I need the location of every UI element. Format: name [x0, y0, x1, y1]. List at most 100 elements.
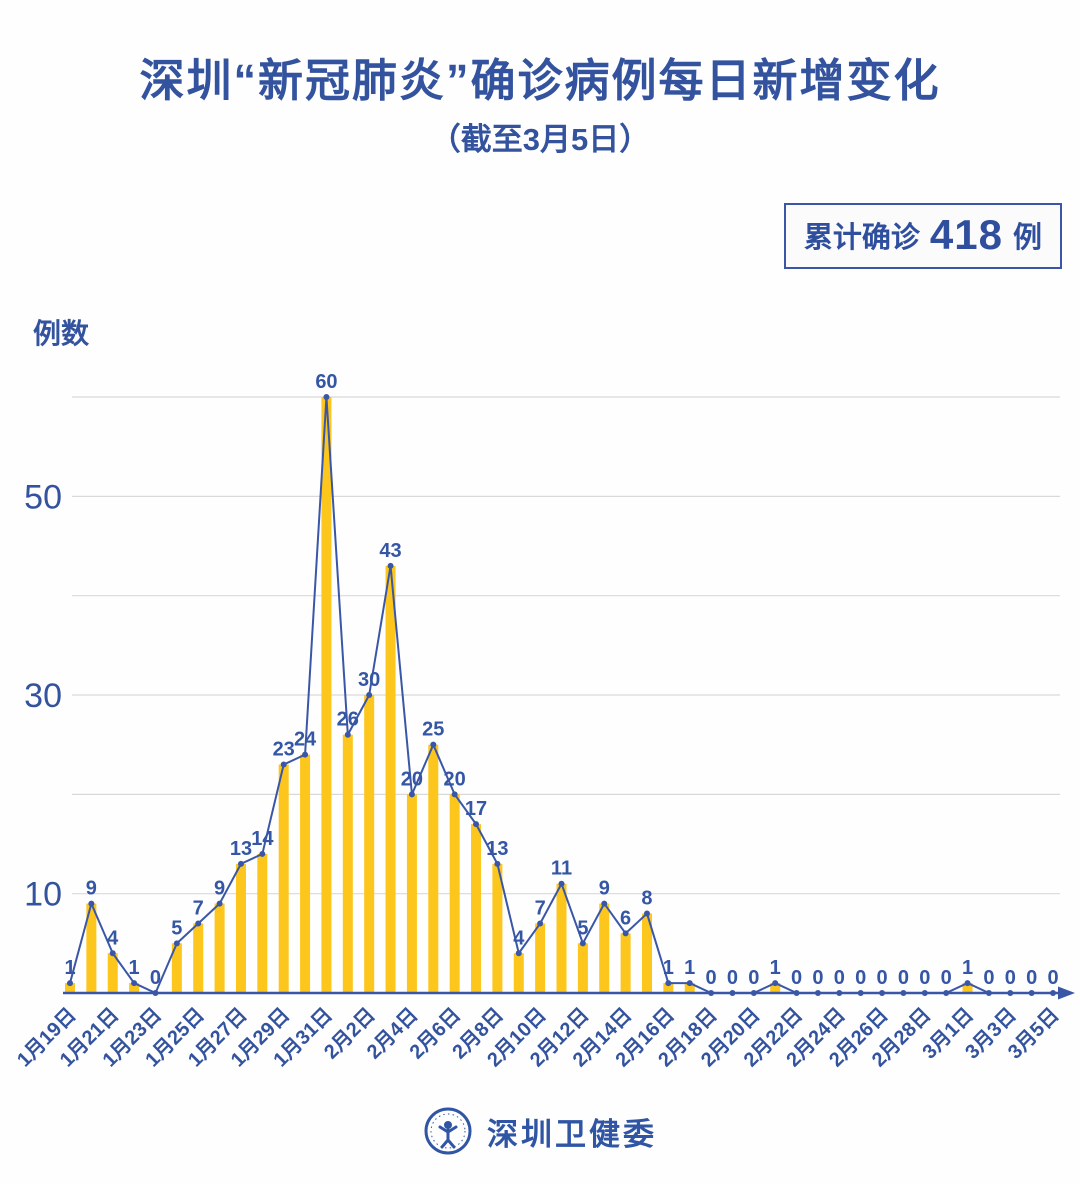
- bar: [214, 903, 225, 993]
- data-point: [921, 990, 928, 996]
- data-point-label: 1: [663, 957, 674, 979]
- data-point: [216, 900, 223, 907]
- bar: [385, 565, 396, 993]
- bar: [129, 983, 140, 993]
- data-point: [622, 930, 629, 937]
- data-point: [814, 990, 821, 996]
- data-point: [643, 910, 650, 917]
- y-axis-tick-label: 50: [24, 478, 62, 516]
- bar: [471, 824, 482, 993]
- data-point-label: 14: [251, 828, 274, 850]
- footer: 深圳卫健委: [0, 1106, 1080, 1156]
- data-point: [237, 860, 244, 867]
- x-axis-arrow: [1058, 986, 1075, 1000]
- data-point: [131, 980, 138, 987]
- data-point: [473, 821, 480, 828]
- bar: [86, 903, 97, 993]
- bar: [321, 397, 332, 993]
- bar: [599, 903, 610, 993]
- bar: [684, 983, 695, 993]
- data-point: [259, 850, 266, 857]
- data-point: [302, 751, 309, 758]
- data-point: [750, 990, 757, 996]
- data-point-label: 23: [273, 739, 295, 761]
- cumulative-total-badge: 累计确诊 418 例: [783, 203, 1062, 269]
- data-point: [280, 761, 287, 768]
- data-point: [387, 562, 394, 569]
- data-point-label: 7: [535, 897, 546, 919]
- data-point-label: 43: [379, 540, 401, 562]
- bar: [257, 853, 268, 993]
- data-point-label: 25: [422, 719, 444, 741]
- data-point-label: 30: [358, 669, 380, 691]
- data-point-label: 13: [486, 838, 508, 860]
- bar: [770, 983, 781, 993]
- bar: [235, 863, 246, 993]
- data-point: [537, 920, 544, 927]
- bar: [513, 953, 524, 993]
- data-point-label: 0: [898, 967, 909, 989]
- data-point: [430, 741, 437, 748]
- data-point: [601, 900, 608, 907]
- data-point-label: 1: [770, 957, 781, 979]
- data-point-label: 0: [941, 967, 952, 989]
- data-point: [708, 990, 715, 996]
- data-point: [323, 394, 330, 401]
- bar: [193, 923, 204, 993]
- bar: [364, 695, 375, 993]
- data-point-label: 0: [983, 967, 994, 989]
- data-point: [879, 990, 886, 996]
- data-point-label: 1: [962, 957, 973, 979]
- data-point: [173, 940, 180, 947]
- data-point-label: 1: [64, 957, 75, 979]
- data-point-label: 1: [684, 957, 695, 979]
- bar: [492, 863, 503, 993]
- data-point: [1007, 990, 1014, 996]
- data-point: [729, 990, 736, 996]
- data-point: [1028, 990, 1035, 996]
- data-point: [366, 692, 373, 699]
- data-point-label: 7: [193, 897, 204, 919]
- badge-unit-label: 例: [1012, 222, 1042, 254]
- data-point: [152, 990, 159, 996]
- data-point-label: 0: [876, 967, 887, 989]
- data-point-label: 1: [129, 957, 140, 979]
- data-point-label: 0: [1047, 967, 1058, 989]
- bar: [342, 734, 353, 993]
- data-point-label: 20: [444, 768, 466, 790]
- data-point: [665, 980, 672, 987]
- data-point: [408, 791, 415, 798]
- data-point: [67, 980, 73, 987]
- data-point-label: 9: [599, 878, 610, 900]
- badge-total-number: 418: [929, 211, 1003, 258]
- bar: [663, 983, 674, 993]
- data-point-label: 8: [641, 888, 652, 910]
- data-point-label: 13: [230, 838, 252, 860]
- data-point-label: 0: [855, 967, 866, 989]
- data-point-label: 4: [513, 927, 525, 949]
- data-point-label: 0: [727, 967, 738, 989]
- data-point: [579, 940, 586, 947]
- data-point-label: 0: [748, 967, 759, 989]
- bar: [428, 744, 439, 993]
- data-point-label: 6: [620, 907, 631, 929]
- y-axis-tick-label: 30: [24, 677, 62, 715]
- data-point: [558, 880, 565, 887]
- data-point-label: 11: [551, 858, 572, 880]
- data-point: [943, 990, 950, 996]
- chart-area: 10 30 50 1 9 4 1 0 5 7 9 13 14 23 24 60 26 30 43 20 25 20 17 13…: [0, 280, 1080, 1095]
- data-point-label: 0: [834, 967, 845, 989]
- data-point: [1050, 990, 1057, 996]
- data-point-label: 0: [919, 967, 930, 989]
- data-point: [88, 900, 95, 907]
- bar: [641, 913, 652, 993]
- y-axis-tick-label: 10: [24, 876, 62, 914]
- data-point-label: 9: [86, 878, 97, 900]
- page-subtitle: （截至3月5日）: [429, 122, 651, 157]
- data-point-label: 26: [337, 709, 359, 731]
- bar: [107, 953, 118, 993]
- data-point: [494, 860, 501, 867]
- data-point-label: 60: [315, 371, 337, 393]
